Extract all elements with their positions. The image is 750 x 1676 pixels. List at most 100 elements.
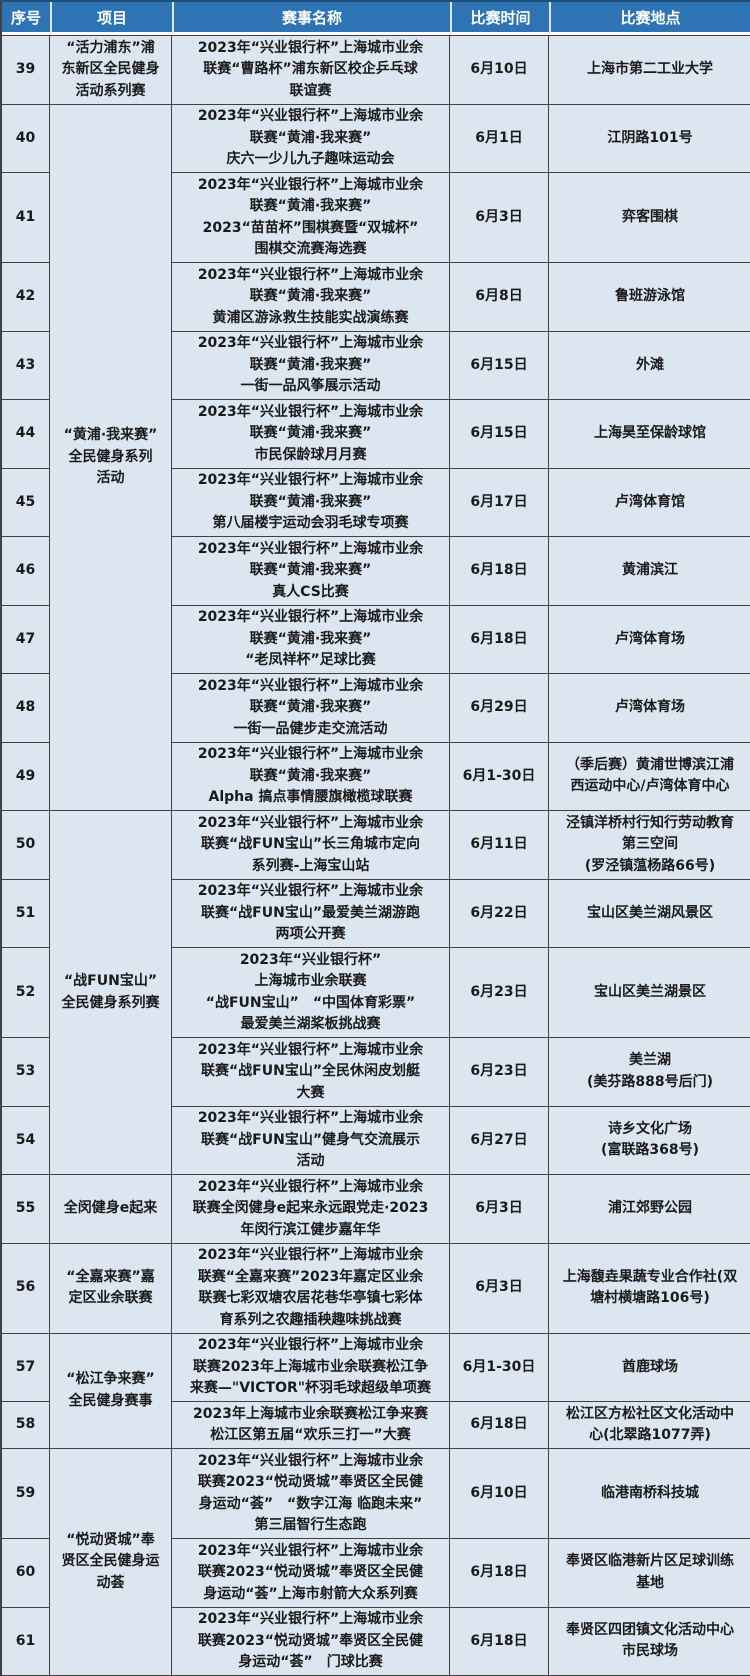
cell-project: “活力浦东”浦 东新区全民健身 活动系列赛 (50, 35, 172, 105)
cell-location: 浦江郊野公园 (549, 1175, 750, 1244)
cell-location: 上海馥垚果蔬专业合作社(双 塘村横塘路106号) (549, 1244, 750, 1334)
cell-seq: 61 (2, 1608, 50, 1676)
cell-time: 6月23日 (450, 1038, 549, 1107)
cell-time: 6月8日 (450, 263, 549, 332)
cell-time: 6月1-30日 (450, 1334, 549, 1403)
cell-project: 全闵健身e起来 (50, 1175, 172, 1244)
cell-project: “悦动贤城”奉 贤区全民健身运 动荟 (50, 1449, 172, 1676)
cell-seq: 57 (2, 1334, 50, 1403)
cell-time: 6月3日 (450, 1244, 549, 1334)
cell-seq: 39 (2, 35, 50, 105)
cell-time: 6月18日 (450, 606, 549, 675)
cell-location: 奉贤区临港新片区足球训练 基地 (549, 1539, 750, 1608)
cell-location: 鲁班游泳馆 (549, 263, 750, 332)
cell-seq: 48 (2, 674, 50, 743)
cell-seq: 54 (2, 1107, 50, 1176)
cell-event: 2023年“兴业银行杯”上海城市业余 联赛2023“悦动贤城”奉贤区全民健 身运… (172, 1539, 450, 1608)
cell-event: 2023年“兴业银行杯”上海城市业余 联赛“曹路杯”浦东新区校企乒乓球 联谊赛 (172, 35, 450, 105)
cell-event: 2023年“兴业银行杯”上海城市业余 联赛“黄浦·我来赛” 市民保龄球月月赛 (172, 400, 450, 469)
cell-time: 6月15日 (450, 400, 549, 469)
cell-seq: 60 (2, 1539, 50, 1608)
cell-event: 2023年“兴业银行杯”上海城市业余 联赛“战FUN宝山”最爱美兰湖游跑 两项公… (172, 880, 450, 949)
cell-time: 6月3日 (450, 173, 549, 263)
cell-event: 2023年“兴业银行杯”上海城市业余 联赛2023“悦动贤城”奉贤区全民健 身运… (172, 1608, 450, 1676)
cell-seq: 55 (2, 1175, 50, 1244)
cell-seq: 56 (2, 1244, 50, 1334)
cell-location: 外滩 (549, 332, 750, 401)
cell-event: 2023年“兴业银行杯”上海城市业余 联赛全闵健身e起来永远跟党走·2023 年… (172, 1175, 450, 1244)
cell-time: 6月11日 (450, 811, 549, 880)
cell-seq: 42 (2, 263, 50, 332)
cell-time: 6月10日 (450, 1449, 549, 1539)
cell-location: 酋鹿球场 (549, 1334, 750, 1403)
cell-location: 松江区方松社区文化活动中 心(北翠路1077弄) (549, 1402, 750, 1449)
cell-location: 卢湾体育场 (549, 674, 750, 743)
cell-seq: 46 (2, 537, 50, 606)
cell-project: “战FUN宝山” 全民健身系列赛 (50, 811, 172, 1175)
cell-seq: 50 (2, 811, 50, 880)
cell-seq: 53 (2, 1038, 50, 1107)
cell-seq: 44 (2, 400, 50, 469)
cell-location: 泾镇洋桥村行知行劳动教育 第三空间 (罗泾镇蕰杨路66号) (549, 811, 750, 880)
cell-event: 2023年“兴业银行杯”上海城市业余 联赛“黄浦·我来赛” 黄浦区游泳救生技能实… (172, 263, 450, 332)
cell-event: 2023年“兴业银行杯”上海城市业余 联赛“黄浦·我来赛” 第八届楼宇运动会羽毛… (172, 469, 450, 538)
cell-location: 上海昊至保龄球馆 (549, 400, 750, 469)
cell-time: 6月18日 (450, 537, 549, 606)
cell-event: 2023年“兴业银行杯”上海城市业余 联赛“黄浦·我来赛” 一街一品风筝展示活动 (172, 332, 450, 401)
cell-location: 宝山区美兰湖景区 (549, 948, 750, 1038)
cell-project: “全嘉来赛”嘉 定区业余联赛 (50, 1244, 172, 1334)
table-header: 序号 项目 赛事名称 比赛时间 比赛地点 (2, 2, 750, 35)
cell-time: 6月3日 (450, 1175, 549, 1244)
cell-seq: 47 (2, 606, 50, 675)
cell-seq: 45 (2, 469, 50, 538)
column-header-time: 比赛时间 (450, 2, 549, 35)
cell-seq: 58 (2, 1402, 50, 1449)
column-header-event: 赛事名称 (172, 2, 450, 35)
cell-event: 2023年“兴业银行杯”上海城市业余 联赛2023年上海城市业余联赛松江争 来赛… (172, 1334, 450, 1403)
cell-time: 6月23日 (450, 948, 549, 1038)
cell-event: 2023年上海城市业余联赛松江争来赛 松江区第五届“欢乐三打一”大赛 (172, 1402, 450, 1449)
cell-location: 诗乡文化广场 (富联路368号) (549, 1107, 750, 1176)
cell-seq: 49 (2, 743, 50, 812)
cell-seq: 51 (2, 880, 50, 949)
cell-seq: 59 (2, 1449, 50, 1539)
cell-location: 奉贤区四团镇文化活动中心 市民球场 (549, 1608, 750, 1676)
cell-event: 2023年“兴业银行杯”上海城市业余 联赛“战FUN宝山”健身气交流展示 活动 (172, 1107, 450, 1176)
cell-location: 上海市第二工业大学 (549, 35, 750, 105)
cell-event: 2023年“兴业银行杯”上海城市业余 联赛2023“悦动贤城”奉贤区全民健 身运… (172, 1449, 450, 1539)
cell-time: 6月27日 (450, 1107, 549, 1176)
cell-time: 6月17日 (450, 469, 549, 538)
cell-event: 2023年“兴业银行杯”上海城市业余 联赛“战FUN宝山”长三角城市定向 系列赛… (172, 811, 450, 880)
cell-location: 临港南桥科技城 (549, 1449, 750, 1539)
cell-event: 2023年“兴业银行杯”上海城市业余 联赛“黄浦·我来赛” 2023“苗苗杯”围… (172, 173, 450, 263)
column-header-location: 比赛地点 (549, 2, 750, 35)
cell-location: （季后赛）黄浦世博滨江浦 西运动中心/卢湾体育中心 (549, 743, 750, 812)
cell-project: “松江争来赛” 全民健身赛事 (50, 1334, 172, 1450)
cell-time: 6月18日 (450, 1608, 549, 1676)
cell-event: 2023年“兴业银行杯”上海城市业余 联赛“全嘉来赛”2023年嘉定区业余 联赛… (172, 1244, 450, 1334)
column-header-project: 项目 (50, 2, 172, 35)
cell-time: 6月1-30日 (450, 743, 549, 812)
cell-seq: 40 (2, 105, 50, 174)
cell-time: 6月29日 (450, 674, 549, 743)
cell-event: 2023年“兴业银行杯”上海城市业余 联赛“黄浦·我来赛” 真人CS比赛 (172, 537, 450, 606)
cell-time: 6月22日 (450, 880, 549, 949)
cell-location: 宝山区美兰湖风景区 (549, 880, 750, 949)
cell-location: 黄浦滨江 (549, 537, 750, 606)
cell-event: 2023年“兴业银行杯”上海城市业余 联赛“战FUN宝山”全民休闲皮划艇 大赛 (172, 1038, 450, 1107)
cell-location: 卢湾体育馆 (549, 469, 750, 538)
cell-location: 卢湾体育场 (549, 606, 750, 675)
cell-time: 6月18日 (450, 1402, 549, 1449)
cell-location: 美兰湖 (美芬路888号后门) (549, 1038, 750, 1107)
cell-time: 6月18日 (450, 1539, 549, 1608)
cell-event: 2023年“兴业银行杯”上海城市业余 联赛“黄浦·我来赛” “老凤祥杯”足球比赛 (172, 606, 450, 675)
